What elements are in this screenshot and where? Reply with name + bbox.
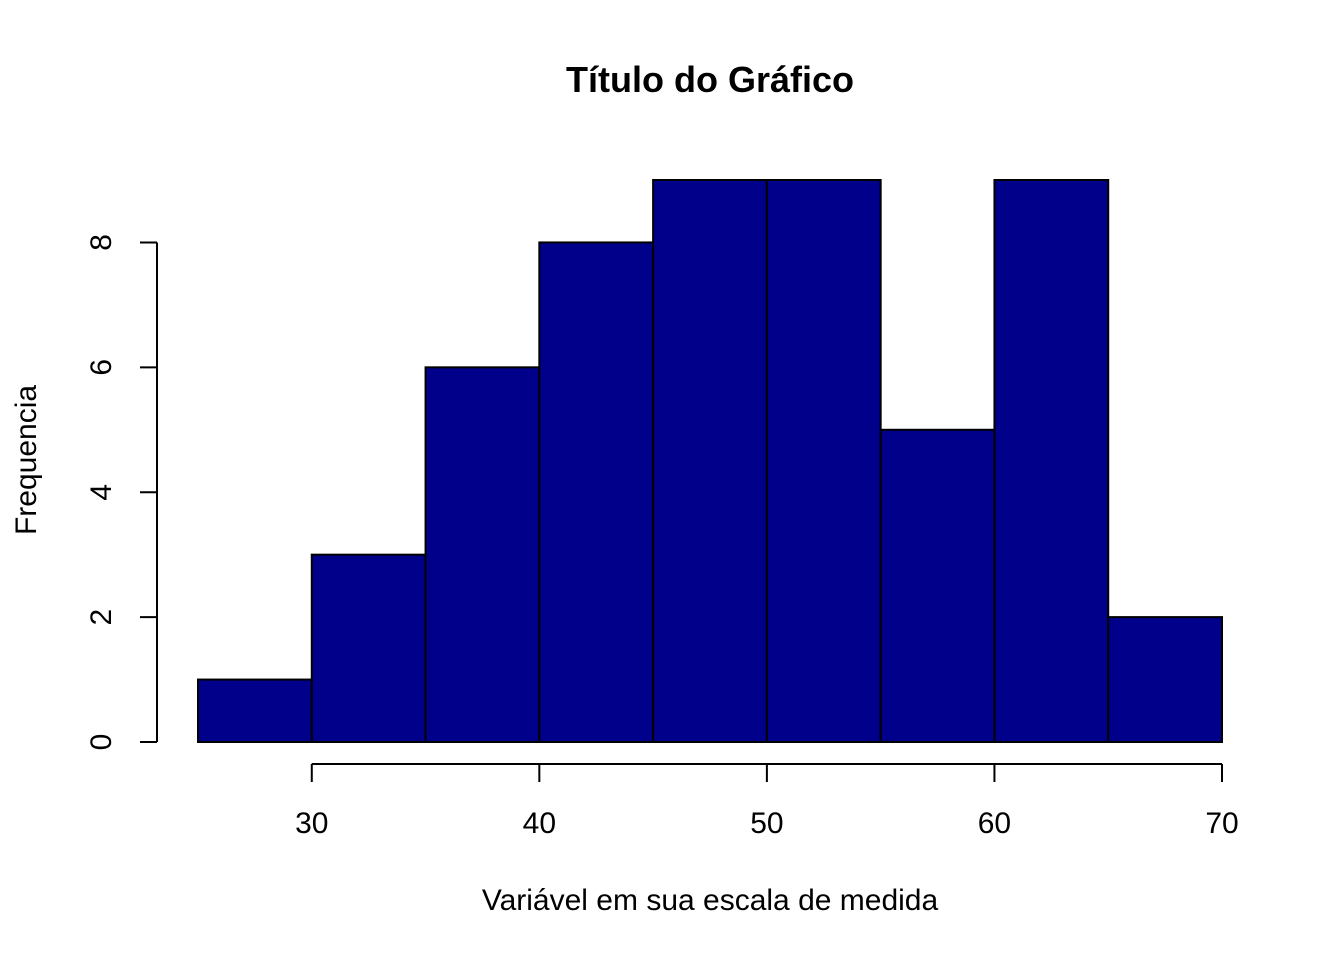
y-tick-label: 6: [85, 359, 118, 376]
y-tick-label: 0: [85, 734, 118, 751]
histogram-bar-6: [879, 428, 996, 743]
x-tick-label: 50: [750, 807, 783, 840]
x-axis: 30 40 50 60 70: [295, 763, 1239, 840]
x-tick-label: 30: [295, 807, 328, 840]
y-tick-label: 4: [85, 484, 118, 501]
y-tick-label: 2: [85, 609, 118, 626]
x-axis-label: Variável em sua escala de medida: [482, 884, 939, 917]
bars-group: [197, 179, 1223, 744]
x-tick-label: 60: [978, 807, 1011, 840]
histogram-bar-0: [197, 678, 313, 743]
histogram-bar-3: [538, 241, 655, 743]
x-tick-label: 70: [1205, 807, 1238, 840]
histogram-bar-7: [993, 179, 1110, 743]
x-tick-label: 40: [523, 807, 556, 840]
y-axis: 0 2 4 6 8: [85, 234, 158, 751]
histogram-bar-2: [424, 366, 541, 743]
histogram-bar-4: [652, 179, 768, 743]
histogram-bar-5: [765, 179, 882, 743]
y-axis-label: Frequencia: [10, 385, 43, 535]
histogram-bar-8: [1107, 616, 1223, 743]
histogram-bar-1: [310, 553, 427, 744]
y-tick-label: 8: [85, 234, 118, 251]
chart-title: Título do Gráfico: [566, 59, 854, 100]
